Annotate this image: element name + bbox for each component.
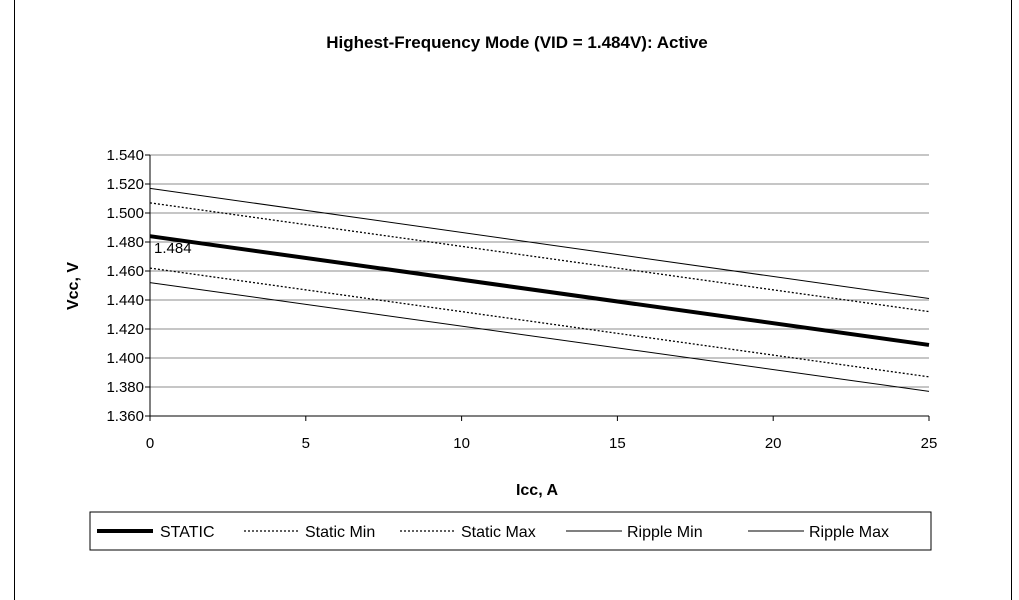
y-tick-label: 1.480 xyxy=(106,234,144,251)
series-layer xyxy=(149,187,930,392)
grid xyxy=(150,154,929,417)
x-tick-label: 15 xyxy=(609,435,626,452)
tick-labels: 1.360 1.380 1.400 1.420 1.440 1.460 1.480 1.500… xyxy=(106,147,937,452)
legend-label: Static Max xyxy=(461,524,536,541)
y-tick-label: 1.360 xyxy=(106,408,144,425)
legend-label: Static Min xyxy=(305,524,375,541)
chart: Highest-Frequency Mode (VID = 1.484V): A… xyxy=(65,33,937,551)
x-tick-label: 0 xyxy=(146,435,154,452)
legend-label: Ripple Max xyxy=(809,524,889,541)
x-axis-label: Icc, A xyxy=(516,482,559,499)
legend-label: STATIC xyxy=(160,524,215,541)
series-line-static xyxy=(149,234,930,347)
x-tick-label: 25 xyxy=(921,435,938,452)
series-line-static-max xyxy=(149,202,930,313)
chart-frame xyxy=(14,0,1012,600)
series-line-ripple-min xyxy=(149,282,930,392)
chart-title: Highest-Frequency Mode (VID = 1.484V): A… xyxy=(326,33,708,52)
x-tick-label: 10 xyxy=(453,435,470,452)
y-tick-label: 1.400 xyxy=(106,350,144,367)
y-tick-label: 1.380 xyxy=(106,379,144,396)
y-axis-label: Vcc, V xyxy=(65,262,82,310)
y-tick-label: 1.520 xyxy=(106,176,144,193)
x-tick-label: 20 xyxy=(765,435,782,452)
y-tick-label: 1.460 xyxy=(106,263,144,280)
legend: STATIC Static Min Static Max Ripple Min Ripp… xyxy=(97,524,889,541)
legend-label: Ripple Min xyxy=(627,524,703,541)
series-line-ripple-max xyxy=(149,187,930,300)
x-tick-label: 5 xyxy=(302,435,310,452)
series-line-static-min xyxy=(149,267,930,378)
axes xyxy=(145,154,930,421)
y-tick-label: 1.540 xyxy=(106,147,144,164)
y-tick-label: 1.440 xyxy=(106,292,144,309)
y-tick-label: 1.500 xyxy=(106,205,144,222)
y-tick-label: 1.420 xyxy=(106,321,144,338)
start-value-annotation: 1.484 xyxy=(154,240,192,257)
